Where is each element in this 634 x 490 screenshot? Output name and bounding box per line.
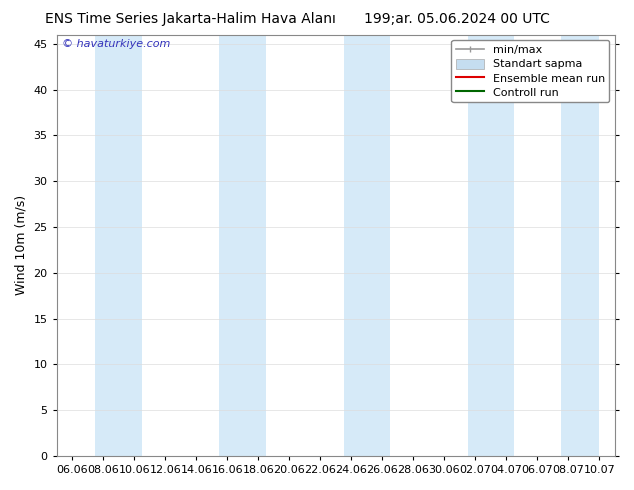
Y-axis label: Wind 10m (m/s): Wind 10m (m/s) bbox=[15, 195, 28, 295]
Text: 199;ar. 05.06.2024 00 UTC: 199;ar. 05.06.2024 00 UTC bbox=[363, 12, 550, 26]
Bar bbox=[467, 35, 514, 456]
Bar bbox=[96, 35, 142, 456]
Bar bbox=[560, 35, 599, 456]
Bar bbox=[344, 35, 390, 456]
Text: ENS Time Series Jakarta-Halim Hava Alanı: ENS Time Series Jakarta-Halim Hava Alanı bbox=[45, 12, 335, 26]
Bar bbox=[219, 35, 266, 456]
Legend: min/max, Standart sapma, Ensemble mean run, Controll run: min/max, Standart sapma, Ensemble mean r… bbox=[451, 40, 609, 102]
Text: © havaturkiye.com: © havaturkiye.com bbox=[62, 39, 171, 49]
